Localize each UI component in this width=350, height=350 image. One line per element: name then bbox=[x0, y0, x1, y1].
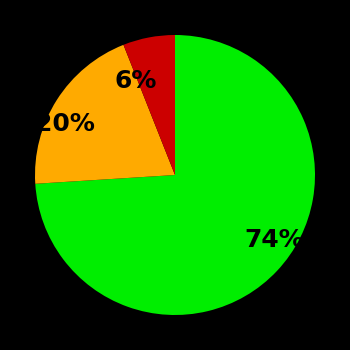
Wedge shape bbox=[35, 45, 175, 184]
Text: 74%: 74% bbox=[244, 228, 304, 252]
Wedge shape bbox=[35, 35, 315, 315]
Text: 20%: 20% bbox=[35, 112, 94, 136]
Text: 6%: 6% bbox=[115, 70, 157, 93]
Wedge shape bbox=[124, 35, 175, 175]
